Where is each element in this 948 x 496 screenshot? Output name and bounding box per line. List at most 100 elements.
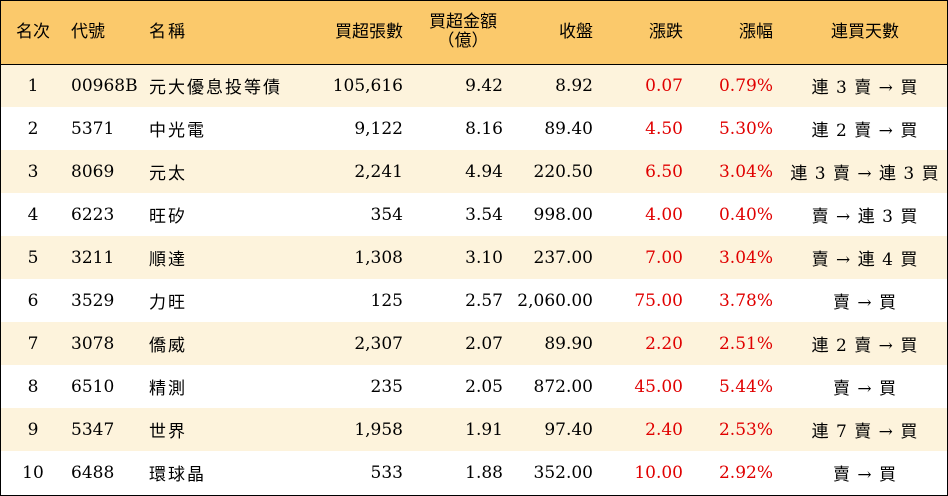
table-row: 8 6510 精測 235 2.05 872.00 45.00 5.44% 賣 … <box>1 365 947 408</box>
cell-code: 6510 <box>71 376 115 397</box>
cell-change: 2.20 <box>645 333 683 354</box>
table-row: 10 6488 環球晶 533 1.88 352.00 10.00 2.92% … <box>1 451 947 494</box>
cell-change: 10.00 <box>634 462 683 483</box>
cell-name: 中光電 <box>149 121 206 141</box>
cell-net-amount: 9.42 <box>465 75 503 96</box>
header-pct: 漲幅 <box>739 21 773 42</box>
cell-net-lots: 1,958 <box>354 419 403 440</box>
cell-streak: 賣 → 買 <box>832 465 898 485</box>
cell-change: 45.00 <box>634 376 683 397</box>
cell-pct: 2.51% <box>718 333 773 354</box>
cell-net-amount: 2.57 <box>465 290 503 311</box>
header-net-amount: 買超金額 （億） <box>413 1 513 64</box>
cell-pct: 2.92% <box>718 462 773 483</box>
table-row: 6 3529 力旺 125 2.57 2,060.00 75.00 3.78% … <box>1 279 947 322</box>
table-row: 3 8069 元太 2,241 4.94 220.50 6.50 3.04% 連… <box>1 150 947 193</box>
table-row: 2 5371 中光電 9,122 8.16 89.40 4.50 5.30% 連… <box>1 107 947 150</box>
header-row: 名次 代號 名稱 買超張數 買超金額 （億） 收盤 漲跌 漲幅 連買天數 <box>1 1 947 64</box>
table-row: 4 6223 旺矽 354 3.54 998.00 4.00 0.40% 賣 →… <box>1 193 947 236</box>
cell-change: 6.50 <box>645 161 683 182</box>
header-code: 代號 <box>71 21 105 42</box>
cell-code: 8069 <box>71 161 115 182</box>
cell-code: 5371 <box>71 118 115 139</box>
cell-rank: 5 <box>27 247 39 268</box>
cell-change: 4.00 <box>645 204 683 225</box>
header-net-amount-line2: （億） <box>437 31 489 52</box>
header-net-lots: 買超張數 <box>335 21 403 42</box>
cell-streak: 連 3 賣 → 買 <box>811 78 919 99</box>
cell-pct: 5.30% <box>718 118 773 139</box>
table-row: 5 3211 順達 1,308 3.10 237.00 7.00 3.04% 賣… <box>1 236 947 279</box>
table-row: 9 5347 世界 1,958 1.91 97.40 2.40 2.53% 連 … <box>1 408 947 451</box>
cell-code: 6488 <box>71 462 115 483</box>
cell-pct: 3.78% <box>718 290 773 311</box>
cell-close: 89.40 <box>544 118 593 139</box>
cell-streak: 賣 → 買 <box>832 293 898 313</box>
cell-net-lots: 105,616 <box>332 75 403 96</box>
cell-name: 旺矽 <box>149 207 187 227</box>
cell-close: 2,060.00 <box>517 290 593 311</box>
cell-net-amount: 2.05 <box>465 376 503 397</box>
cell-rank: 2 <box>27 118 39 139</box>
cell-name: 環球晶 <box>149 465 206 485</box>
cell-change: 75.00 <box>634 290 683 311</box>
cell-net-lots: 2,307 <box>354 333 403 354</box>
header-name: 名稱 <box>149 21 187 42</box>
cell-streak: 賣 → 連 4 買 <box>811 250 919 270</box>
cell-code: 3211 <box>71 247 115 268</box>
cell-close: 998.00 <box>533 204 593 225</box>
cell-close: 89.90 <box>544 333 593 354</box>
cell-streak: 賣 → 買 <box>832 379 898 399</box>
cell-net-lots: 235 <box>370 376 403 397</box>
cell-change: 4.50 <box>645 118 683 139</box>
header-close: 收盤 <box>559 21 593 42</box>
cell-name: 僑威 <box>149 336 187 356</box>
table-body: 1 00968B 元大優息投等債 105,616 9.42 8.92 0.07 … <box>1 64 947 494</box>
cell-rank: 9 <box>27 419 39 440</box>
cell-rank: 6 <box>27 290 39 311</box>
cell-name: 精測 <box>149 379 187 399</box>
cell-net-lots: 533 <box>370 462 403 483</box>
cell-change: 0.07 <box>645 75 683 96</box>
cell-code: 6223 <box>71 204 115 225</box>
cell-name: 元太 <box>149 164 187 184</box>
cell-pct: 5.44% <box>718 376 773 397</box>
cell-net-lots: 9,122 <box>354 118 403 139</box>
table-row: 1 00968B 元大優息投等債 105,616 9.42 8.92 0.07 … <box>1 64 947 107</box>
header-streak: 連買天數 <box>831 21 899 42</box>
cell-name: 順達 <box>149 250 187 270</box>
cell-change: 2.40 <box>645 419 683 440</box>
cell-net-lots: 125 <box>370 290 403 311</box>
cell-close: 8.92 <box>555 75 593 96</box>
cell-close: 872.00 <box>533 376 593 397</box>
cell-rank: 8 <box>27 376 39 397</box>
cell-rank: 4 <box>27 204 39 225</box>
cell-pct: 2.53% <box>718 419 773 440</box>
cell-change: 7.00 <box>645 247 683 268</box>
cell-streak: 賣 → 連 3 買 <box>811 207 919 227</box>
cell-net-lots: 1,308 <box>354 247 403 268</box>
cell-name: 力旺 <box>149 293 187 313</box>
cell-pct: 0.79% <box>718 75 773 96</box>
cell-net-amount: 3.10 <box>465 247 503 268</box>
cell-pct: 3.04% <box>718 247 773 268</box>
cell-code: 00968B <box>71 75 138 96</box>
table-row: 7 3078 僑威 2,307 2.07 89.90 2.20 2.51% 連 … <box>1 322 947 365</box>
cell-streak: 連 3 賣 → 連 3 買 <box>790 164 940 184</box>
cell-code: 3529 <box>71 290 115 311</box>
cell-pct: 3.04% <box>718 161 773 182</box>
cell-name: 元大優息投等債 <box>149 78 282 99</box>
header-net-amount-line1: 買超金額 <box>429 12 497 33</box>
cell-code: 3078 <box>71 333 115 354</box>
cell-net-lots: 354 <box>370 204 403 225</box>
cell-rank: 1 <box>27 75 39 96</box>
cell-close: 352.00 <box>533 462 593 483</box>
cell-close: 220.50 <box>533 161 593 182</box>
cell-net-amount: 1.88 <box>465 462 503 483</box>
cell-close: 97.40 <box>544 419 593 440</box>
cell-net-amount: 8.16 <box>465 118 503 139</box>
cell-rank: 7 <box>27 333 39 354</box>
cell-net-amount: 3.54 <box>465 204 503 225</box>
cell-streak: 連 2 賣 → 買 <box>811 121 919 141</box>
